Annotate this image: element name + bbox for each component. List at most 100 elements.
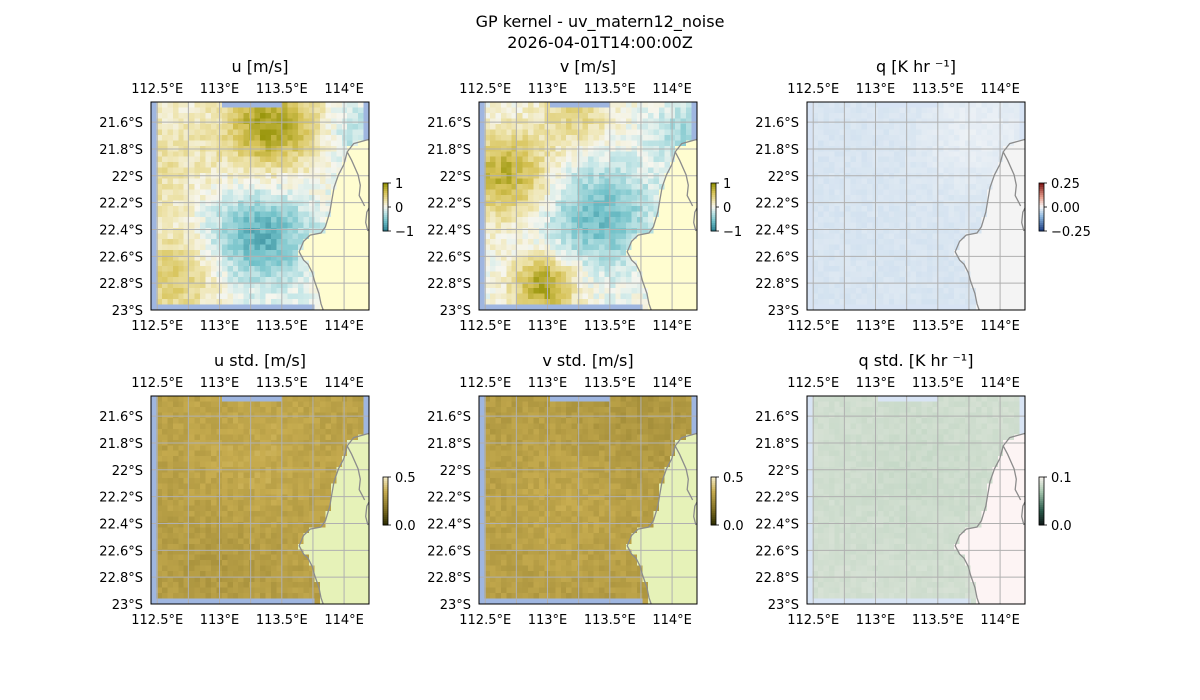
heatmap-cell	[298, 293, 305, 300]
heatmap-cell	[511, 227, 518, 234]
heatmap-cell	[254, 233, 261, 240]
heatmap-cell	[965, 249, 972, 256]
heatmap-cell	[533, 156, 540, 163]
heatmap-cell	[495, 249, 502, 256]
heatmap-cell	[265, 189, 272, 196]
heatmap-cell	[319, 211, 326, 218]
heatmap-cell	[888, 206, 895, 213]
heatmap-cell	[1008, 134, 1015, 141]
heatmap-cell	[325, 288, 332, 295]
heatmap-cell	[686, 118, 693, 125]
heatmap-cell	[151, 107, 158, 114]
heatmap-cell	[167, 227, 174, 234]
heatmap-cell	[298, 107, 305, 114]
heatmap-cell	[281, 417, 288, 424]
heatmap-cell	[549, 238, 556, 245]
heatmap-cell	[232, 412, 239, 419]
heatmap-cell	[298, 396, 305, 403]
heatmap-cell	[292, 412, 299, 419]
heatmap-cell	[347, 200, 354, 207]
heatmap-cell	[511, 238, 518, 245]
heatmap-cell	[981, 195, 988, 202]
heatmap-cell	[205, 222, 212, 229]
heatmap-cell	[620, 156, 627, 163]
heatmap-cell	[538, 255, 545, 262]
heatmap-cell	[1014, 107, 1021, 114]
heatmap-cell	[221, 112, 228, 120]
colorbar-tick-label: 1	[723, 177, 731, 192]
heatmap-cell	[260, 401, 267, 408]
heatmap-cell	[620, 304, 627, 311]
heatmap-cell	[647, 249, 654, 256]
heatmap-cell	[970, 167, 977, 174]
heatmap-cell	[823, 299, 830, 306]
heatmap-cell	[675, 184, 682, 191]
heatmap-cell	[839, 293, 846, 300]
heatmap-cell	[479, 134, 486, 141]
heatmap-cell	[227, 200, 234, 207]
heatmap-cell	[686, 260, 693, 267]
heatmap-cell	[528, 206, 535, 213]
heatmap-cell	[905, 200, 912, 207]
heatmap-cell	[528, 123, 535, 130]
heatmap-cell	[183, 260, 190, 267]
heatmap-cell	[178, 140, 185, 147]
heatmap-cell	[254, 134, 261, 141]
heatmap-cell	[894, 244, 901, 251]
heatmap-cell	[1003, 151, 1010, 158]
heatmap-cell	[330, 222, 337, 229]
heatmap-cell	[341, 227, 348, 234]
heatmap-cell	[194, 233, 201, 240]
heatmap-cell	[555, 156, 562, 163]
heatmap-cell	[522, 222, 529, 229]
heatmap-cell	[330, 299, 337, 306]
heatmap-cell	[325, 118, 332, 125]
heatmap-cell	[254, 293, 261, 300]
heatmap-cell	[1008, 277, 1015, 284]
heatmap-cell	[883, 288, 890, 295]
heatmap-cell	[626, 107, 633, 114]
heatmap-cell	[626, 200, 633, 207]
heatmap-cell	[330, 293, 337, 300]
heatmap-cell	[883, 156, 890, 163]
heatmap-cell	[303, 134, 310, 141]
heatmap-cell	[161, 299, 168, 306]
heatmap-cell	[341, 412, 348, 419]
heatmap-cell	[506, 282, 513, 289]
colorbar-segment	[711, 183, 716, 186]
heatmap-cell	[916, 249, 923, 256]
heatmap-cell	[265, 417, 272, 424]
heatmap-cell	[566, 304, 573, 311]
heatmap-cell	[528, 227, 535, 234]
heatmap-cell	[620, 118, 627, 125]
heatmap-cell	[292, 222, 299, 229]
heatmap-cell	[352, 151, 359, 158]
heatmap-cell	[839, 288, 846, 295]
heatmap-cell	[314, 233, 321, 240]
heatmap-cell	[511, 222, 518, 229]
heatmap-cell	[319, 140, 326, 147]
heatmap-cell	[178, 211, 185, 218]
heatmap-cell	[309, 195, 316, 202]
heatmap-cell	[637, 260, 644, 267]
heatmap-cell	[937, 189, 944, 196]
heatmap-cell	[669, 151, 676, 158]
heatmap-cell	[1008, 156, 1015, 163]
heatmap-cell	[807, 255, 814, 262]
heatmap-cell	[615, 277, 622, 284]
heatmap-cell	[533, 112, 540, 120]
heatmap-cell	[341, 178, 348, 185]
heatmap-cell	[347, 178, 354, 185]
heatmap-cell	[664, 304, 671, 311]
heatmap-cell	[582, 123, 589, 130]
heatmap-cell	[680, 134, 687, 141]
heatmap-cell	[303, 255, 310, 262]
heatmap-cell	[500, 211, 507, 218]
heatmap-cell	[932, 244, 939, 251]
heatmap-cell	[336, 288, 343, 295]
heatmap-cell	[189, 423, 196, 430]
heatmap-cell	[916, 107, 923, 114]
heatmap-cell	[314, 293, 321, 300]
heatmap-cell	[894, 277, 901, 284]
heatmap-cell	[500, 227, 507, 234]
